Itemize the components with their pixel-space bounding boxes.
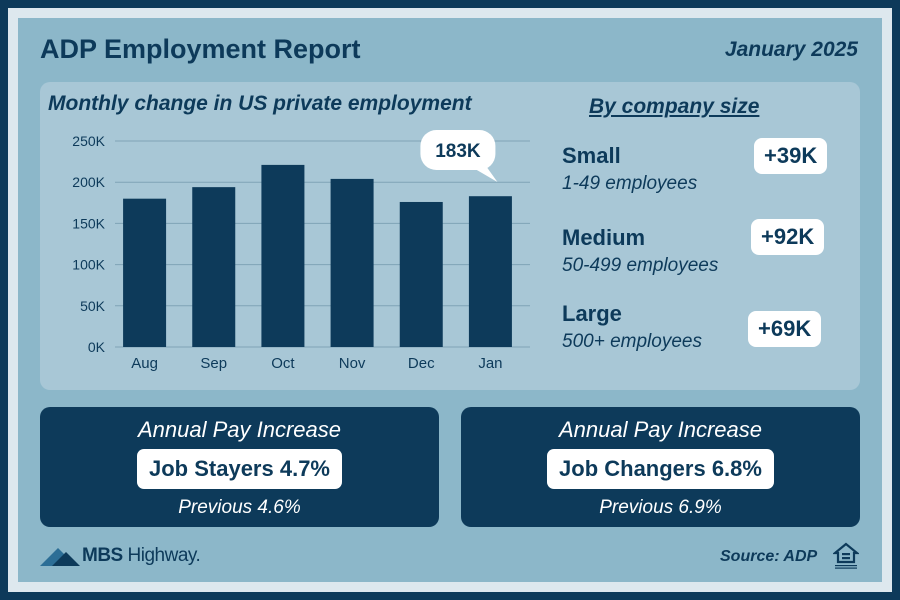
source-text: Source: ADP xyxy=(720,548,818,565)
report-date: January 2025 xyxy=(724,38,858,61)
chart-title: Monthly change in US private employment xyxy=(48,92,472,115)
report-title: ADP Employment Report xyxy=(40,34,361,64)
callout-bubble xyxy=(420,130,496,170)
y-tick-label: 100K xyxy=(72,257,105,273)
size-name: Small xyxy=(562,143,621,168)
size-desc: 1-49 employees xyxy=(562,173,698,194)
y-tick-label: 0K xyxy=(88,339,106,355)
y-tick-label: 250K xyxy=(72,133,105,149)
size-row-medium: Medium 50-499 employees xyxy=(562,225,842,277)
brand-bold: MBS xyxy=(82,545,123,566)
callout-tail xyxy=(473,168,498,182)
y-tick-label: 150K xyxy=(72,215,105,231)
pay-label: Annual Pay Increase xyxy=(137,417,342,442)
pay-value: Job Stayers 4.7% xyxy=(137,449,342,489)
pay-card-changers: Annual Pay Increase Job Changers 6.8% Pr… xyxy=(461,407,860,527)
mbs-logo-icon xyxy=(40,548,80,566)
x-tick-label: Nov xyxy=(339,355,366,372)
equal-housing-icon xyxy=(833,542,859,569)
size-badge-small: +39K xyxy=(754,138,828,174)
pay-card-stayers: Annual Pay Increase Job Stayers 4.7% Pre… xyxy=(40,407,439,527)
bar-aug xyxy=(123,198,167,347)
x-tick-label: Jan xyxy=(478,355,502,372)
size-desc: 500+ employees xyxy=(562,331,702,352)
y-tick-label: 50K xyxy=(80,298,106,314)
x-tick-label: Oct xyxy=(271,355,295,372)
size-row-large: Large 500+ employees xyxy=(562,301,842,353)
x-tick-label: Dec xyxy=(408,355,435,372)
brand-light: Highway. xyxy=(127,545,201,566)
size-desc: 50-499 employees xyxy=(562,255,719,276)
y-tick-label: 200K xyxy=(72,174,105,190)
bar-jan xyxy=(468,196,512,347)
size-name: Medium xyxy=(562,225,646,250)
bar-sep xyxy=(192,187,236,347)
size-badge-medium: +92K xyxy=(751,219,825,255)
bar-oct xyxy=(261,164,305,347)
bar-dec xyxy=(399,201,443,347)
brand-name: MBS Highway. xyxy=(82,545,201,567)
size-badge-large: +69K xyxy=(748,311,822,347)
pay-label: Annual Pay Increase xyxy=(558,417,763,442)
company-size-title: By company size xyxy=(589,95,760,118)
pay-value: Job Changers 6.8% xyxy=(547,449,774,489)
x-tick-label: Aug xyxy=(131,355,158,372)
callout-label: 183K xyxy=(435,141,481,162)
x-tick-label: Sep xyxy=(200,355,227,372)
pay-previous: Previous 6.9% xyxy=(599,497,722,518)
pay-previous: Previous 4.6% xyxy=(178,497,301,518)
size-row-small: Small 1-49 employees xyxy=(562,143,842,195)
size-name: Large xyxy=(562,301,622,326)
bar-nov xyxy=(330,178,374,347)
